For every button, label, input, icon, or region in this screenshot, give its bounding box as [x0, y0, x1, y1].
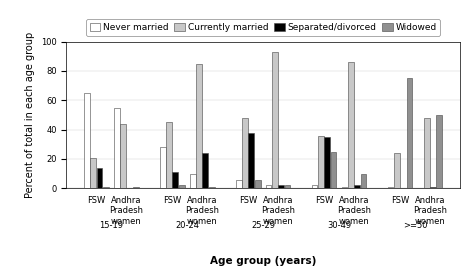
Text: 20-24: 20-24: [175, 221, 199, 230]
Bar: [324, 137, 330, 188]
Bar: [242, 118, 248, 188]
Bar: [103, 187, 109, 188]
Bar: [190, 174, 195, 188]
Bar: [236, 179, 242, 188]
Bar: [394, 153, 400, 188]
Bar: [120, 124, 126, 188]
Bar: [133, 187, 138, 188]
Bar: [318, 135, 324, 188]
Bar: [272, 52, 278, 188]
Legend: Never married, Currently married, Separated/divorced, Widowed: Never married, Currently married, Separa…: [86, 19, 440, 35]
Bar: [84, 93, 90, 188]
Bar: [166, 122, 172, 188]
Bar: [278, 185, 284, 188]
Bar: [331, 152, 337, 188]
Bar: [202, 153, 208, 188]
Bar: [361, 174, 366, 188]
Bar: [173, 172, 178, 188]
Text: >=50: >=50: [403, 221, 427, 230]
Bar: [196, 64, 202, 188]
Bar: [248, 133, 254, 188]
Bar: [97, 168, 102, 188]
Bar: [209, 187, 215, 188]
Bar: [407, 78, 412, 188]
Text: 25-29: 25-29: [251, 221, 275, 230]
Bar: [437, 115, 442, 188]
Bar: [348, 62, 354, 188]
Bar: [284, 185, 291, 188]
Bar: [114, 108, 119, 188]
Bar: [160, 147, 165, 188]
Bar: [90, 158, 96, 188]
Text: 15-19: 15-19: [99, 221, 123, 230]
Bar: [342, 187, 347, 188]
Text: 30-49: 30-49: [327, 221, 351, 230]
Bar: [424, 118, 429, 188]
Y-axis label: Percent of total in each age group: Percent of total in each age group: [25, 32, 36, 198]
Bar: [311, 185, 318, 188]
Bar: [255, 179, 261, 188]
Bar: [388, 187, 393, 188]
Bar: [179, 185, 184, 188]
Bar: [265, 185, 272, 188]
Bar: [354, 185, 360, 188]
Bar: [430, 187, 436, 188]
X-axis label: Age group (years): Age group (years): [210, 256, 316, 266]
